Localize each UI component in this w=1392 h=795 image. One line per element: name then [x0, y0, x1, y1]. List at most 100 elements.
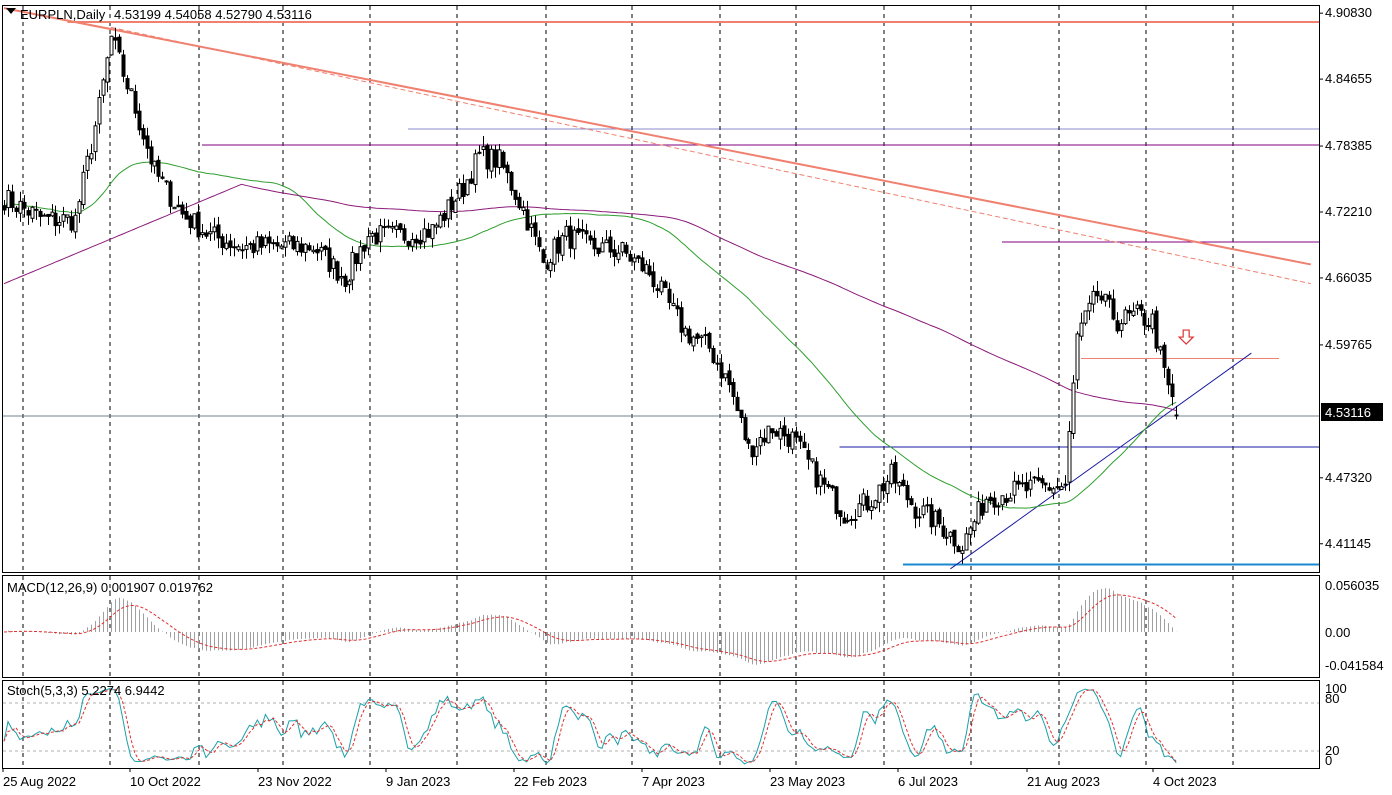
candle-0 [2, 199, 7, 215]
candle-body-215 [853, 518, 858, 521]
candle-body-252 [1000, 495, 1005, 506]
candle-37 [149, 140, 154, 173]
dropdown-triangle-icon[interactable] [6, 8, 16, 14]
candle-60 [240, 243, 245, 259]
candle-282 [1119, 319, 1124, 338]
candle-body-238 [944, 536, 949, 539]
candle-106 [422, 218, 427, 249]
candle-111 [442, 210, 447, 228]
candle-126 [501, 150, 506, 170]
candle-17 [69, 210, 74, 233]
candle-body-77 [307, 245, 312, 251]
candle-184 [731, 378, 736, 405]
candle-body-151 [600, 242, 605, 253]
candle-body-217 [861, 493, 866, 506]
candle-body-210 [834, 486, 839, 514]
candle-body-80 [319, 246, 324, 252]
candle-209 [830, 484, 835, 491]
candle-body-105 [418, 239, 423, 245]
candle-127 [505, 161, 510, 184]
candle-243 [964, 527, 969, 551]
candle-177 [703, 326, 708, 345]
candle-body-248 [984, 498, 989, 513]
candle-53 [212, 217, 217, 241]
candle-body-103 [410, 239, 415, 247]
candle-body-256 [1016, 480, 1021, 485]
candle-289 [1146, 317, 1151, 332]
candle-176 [699, 334, 704, 348]
candle-body-71 [283, 241, 288, 248]
candle-260 [1032, 475, 1037, 484]
candle-102 [406, 240, 411, 250]
price-axis: 4.90830 4.84655 4.78385 4.72210 4.66035 4.597… [1319, 5, 1372, 551]
candle-215 [853, 509, 858, 529]
candle-body-270 [1071, 382, 1076, 435]
candle-body-188 [746, 439, 751, 444]
candle-235 [933, 509, 938, 536]
candle-body-170 [675, 305, 680, 310]
candle-body-180 [715, 362, 720, 365]
candle-body-237 [941, 525, 946, 537]
stoch-axis-80: 80 [1325, 691, 1339, 706]
candle-body-56 [224, 242, 229, 250]
candle-142 [564, 220, 569, 241]
candle-body-191 [758, 437, 763, 447]
candle-body-65 [259, 236, 264, 248]
candle-172 [683, 325, 688, 337]
signal-arrow [1177, 329, 1195, 345]
candle-228 [905, 480, 910, 508]
candle-body-208 [826, 484, 831, 488]
candle-body-193 [766, 425, 771, 444]
time-label-5: 7 Apr 2023 [642, 774, 705, 789]
candle-body-49 [196, 211, 201, 238]
candle-body-245 [972, 521, 977, 532]
candle-body-75 [299, 243, 304, 253]
candle-16 [65, 214, 70, 224]
candle-body-175 [695, 333, 700, 339]
candle-body-231 [917, 516, 922, 519]
candle-213 [845, 513, 850, 524]
candle-body-3 [14, 207, 19, 212]
candle-139 [552, 236, 557, 272]
candle-body-263 [1043, 482, 1048, 486]
candle-51 [204, 229, 209, 239]
candle-body-66 [263, 237, 268, 247]
candle-186 [739, 409, 744, 424]
candle-267 [1059, 482, 1064, 491]
price-label-5: 4.59765 [1325, 337, 1372, 352]
time-label-9: 4 Oct 2023 [1153, 774, 1217, 789]
candle-52 [208, 222, 213, 242]
candle-body-227 [901, 479, 906, 486]
candle-274 [1087, 295, 1092, 321]
candle-67 [267, 231, 272, 254]
candle-238 [944, 527, 949, 546]
candle-body-136 [541, 249, 546, 263]
candle-body-64 [255, 236, 260, 252]
candle-body-101 [402, 228, 407, 241]
candle-body-6 [26, 210, 31, 216]
candle-135 [537, 230, 542, 252]
macd-axis-zero: 0.00 [1325, 625, 1350, 640]
vertical-gridlines [22, 6, 1234, 768]
candle-body-295 [1170, 383, 1175, 398]
candle-173 [687, 325, 692, 346]
candle-body-235 [933, 510, 938, 527]
candle-264 [1047, 482, 1052, 492]
candle-115 [457, 178, 462, 202]
candle-body-15 [61, 214, 66, 222]
candle-body-94 [374, 232, 379, 245]
candle-145 [576, 218, 581, 236]
candle-body-134 [533, 222, 538, 237]
candle-body-152 [604, 239, 609, 244]
candle-body-35 [141, 128, 146, 140]
candle-230 [913, 502, 918, 529]
candle-109 [434, 222, 439, 235]
candle-body-98 [390, 226, 395, 229]
candle-body-260 [1032, 476, 1037, 479]
candle-body-85 [339, 276, 344, 279]
candle-body-76 [303, 243, 308, 253]
candle-13 [53, 205, 58, 236]
candle-11 [46, 213, 51, 226]
candle-body-127 [505, 164, 510, 174]
candle-50 [200, 223, 205, 239]
